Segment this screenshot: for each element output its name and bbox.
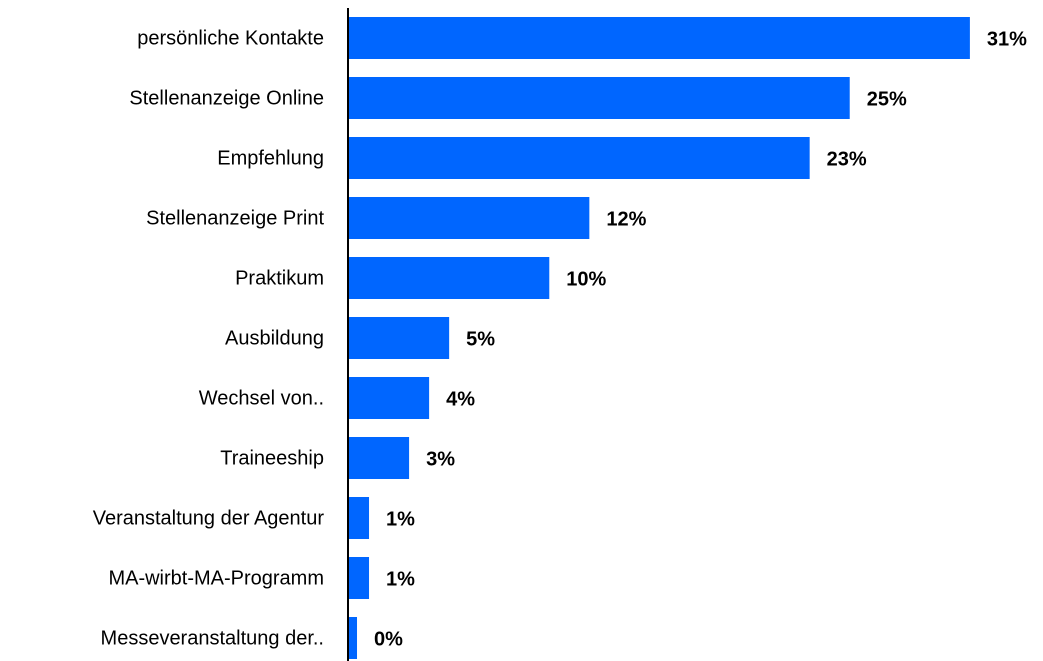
bar — [349, 437, 410, 479]
value-label: 25% — [867, 88, 907, 110]
category-label: Veranstaltung der Agentur — [93, 507, 325, 529]
value-label: 4% — [446, 388, 475, 410]
value-label: 10% — [566, 268, 606, 290]
bar — [349, 377, 430, 419]
category-label: Ausbildung — [225, 327, 324, 349]
category-label: Traineeship — [220, 447, 324, 469]
category-label: Stellenanzeige Print — [146, 207, 324, 229]
value-label: 12% — [606, 208, 646, 230]
value-label: 23% — [827, 148, 867, 170]
value-label: 0% — [374, 628, 403, 650]
bar — [349, 557, 370, 599]
bar — [349, 17, 970, 59]
category-label: MA-wirbt-MA-Programm — [108, 567, 324, 589]
value-label: 1% — [386, 568, 415, 590]
bar — [349, 77, 850, 119]
category-label: persönliche Kontakte — [137, 27, 324, 49]
value-label: 3% — [426, 448, 455, 470]
bar — [349, 137, 810, 179]
category-label: Stellenanzeige Online — [129, 87, 324, 109]
value-label: 1% — [386, 508, 415, 530]
value-label: 31% — [987, 28, 1027, 50]
bar — [349, 617, 358, 659]
category-label: Wechsel von.. — [199, 387, 324, 409]
category-label: Praktikum — [235, 267, 324, 289]
category-label: Empfehlung — [217, 147, 324, 169]
value-label: 5% — [466, 328, 495, 350]
bar — [349, 197, 590, 239]
bar — [349, 257, 550, 299]
bar — [349, 317, 450, 359]
bar — [349, 497, 370, 539]
category-label: Messeveranstaltung der.. — [101, 627, 324, 649]
